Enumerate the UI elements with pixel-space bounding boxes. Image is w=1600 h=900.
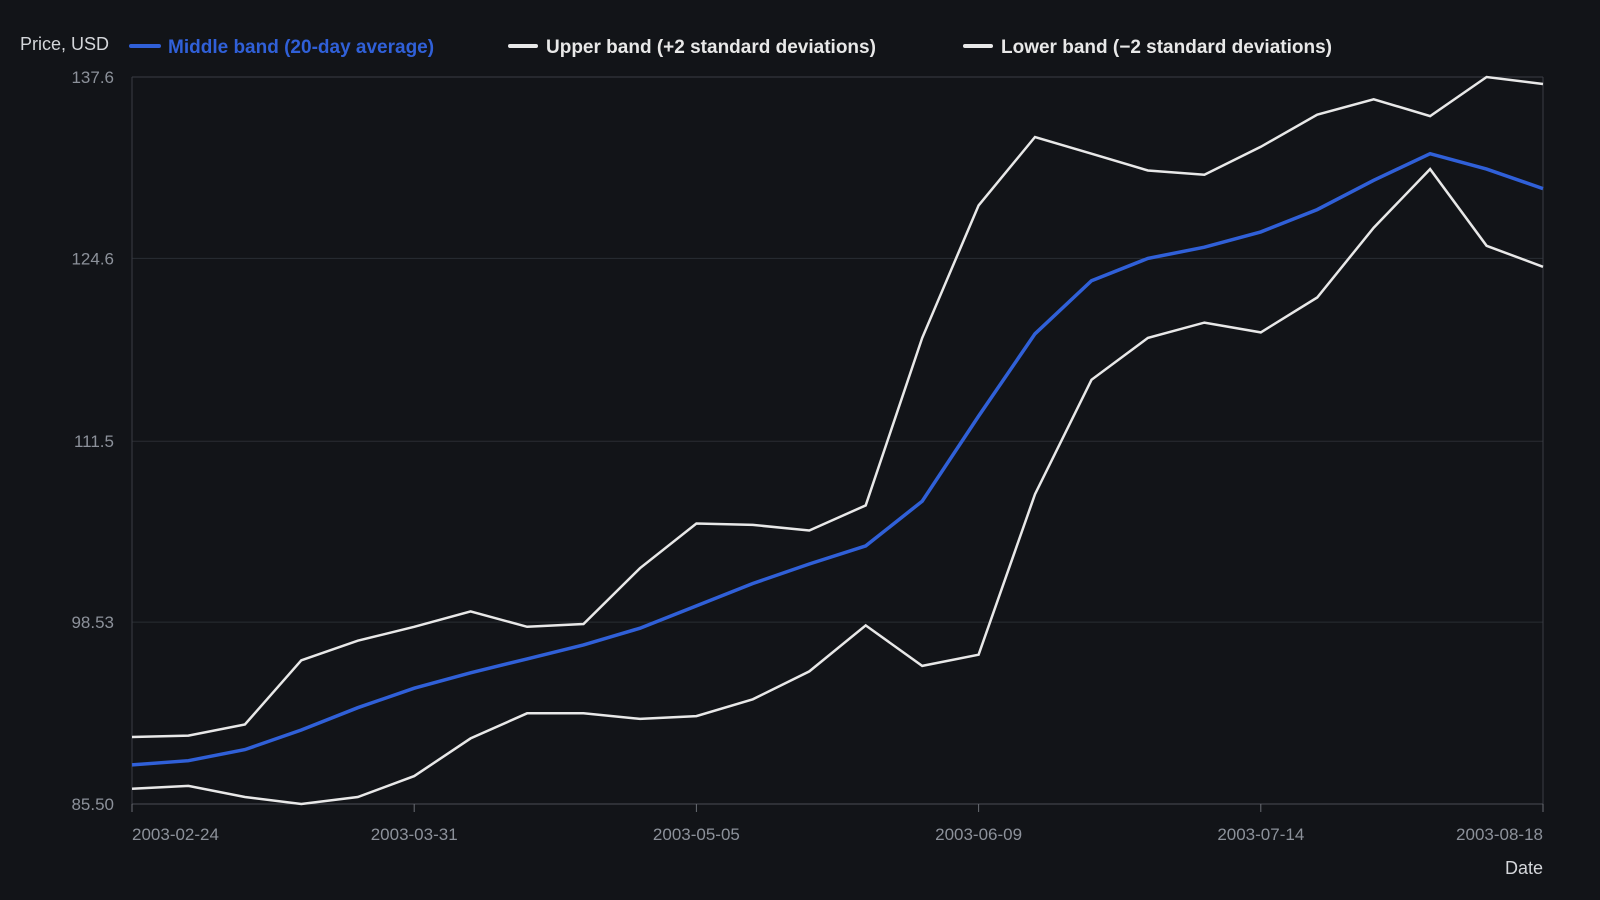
axes: 85.50 98.53 111.5 124.6 137.6 2003-02-24 2003-… — [71, 68, 1544, 844]
y-tick-label: 85.50 — [71, 795, 114, 814]
x-tick-label: 2003-02-24 — [132, 825, 219, 844]
y-tick-label: 98.53 — [71, 613, 114, 632]
legend-label-lower-band: Lower band (−2 standard deviations) — [1001, 37, 1332, 58]
x-tick-label: 2003-05-05 — [653, 825, 740, 844]
legend-item-middle-band[interactable]: Middle band (20-day average) — [129, 37, 434, 58]
x-tick-label: 2003-07-14 — [1217, 825, 1304, 844]
y-tick-label: 124.6 — [71, 249, 114, 268]
y-tick-label: 111.5 — [74, 432, 114, 451]
legend-item-lower-band[interactable]: Lower band (−2 standard deviations) — [963, 37, 1332, 58]
series-line-lower-band — [131, 167, 1544, 806]
x-tick-label: 2003-03-31 — [371, 825, 458, 844]
x-tick-label: 2003-06-09 — [935, 825, 1022, 844]
series-lines — [131, 75, 1544, 806]
x-tick-label: 2003-08-18 — [1456, 825, 1543, 844]
legend-item-upper-band[interactable]: Upper band (+2 standard deviations) — [508, 37, 876, 58]
y-tick-label: 137.6 — [71, 68, 114, 87]
legend: Middle band (20-day average) Upper band … — [129, 37, 1332, 58]
y-axis-title: Price, USD — [20, 34, 109, 54]
series-line-upper-band — [131, 75, 1544, 739]
grid-lines — [132, 76, 1544, 805]
legend-label-upper-band: Upper band (+2 standard deviations) — [546, 37, 876, 58]
x-axis-title: Date — [1505, 858, 1543, 878]
legend-label-middle-band: Middle band (20-day average) — [168, 37, 434, 58]
series-line-middle-band — [131, 151, 1544, 767]
